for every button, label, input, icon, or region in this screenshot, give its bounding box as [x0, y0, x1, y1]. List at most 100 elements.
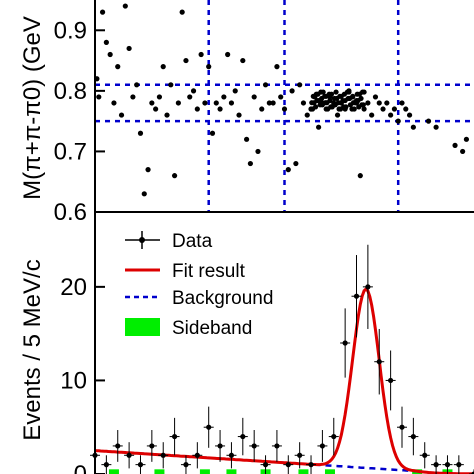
data-point: [285, 462, 291, 468]
scatter-point: [240, 57, 246, 64]
scatter-point: [183, 57, 189, 64]
scatter-point: [281, 106, 288, 112]
scatter-point: [285, 167, 291, 173]
scatter-point: [309, 106, 316, 112]
scatter-point: [194, 106, 200, 112]
scatter-point: [395, 118, 401, 124]
scatter-point: [179, 9, 185, 15]
scatter-point: [316, 97, 322, 104]
data-point: [471, 471, 474, 474]
scatter-point: [232, 88, 238, 94]
scatter-point: [337, 106, 344, 112]
scatter-point: [316, 124, 322, 130]
scatter-point: [190, 88, 197, 94]
scatter-point: [433, 124, 439, 130]
bottom-y-ticks: 0 10 20: [60, 274, 105, 474]
top-y-tick-label: 0.7: [54, 138, 87, 165]
scatter-point: [388, 112, 394, 118]
legend-entry-sideband: Sideband: [125, 318, 252, 339]
scatter-point: [356, 104, 362, 110]
data-point: [206, 424, 212, 430]
scatter-point: [236, 112, 242, 118]
scatter-point: [160, 64, 166, 70]
scatter-point: [168, 82, 174, 88]
scatter-point: [247, 160, 253, 167]
scatter-point: [372, 94, 379, 100]
scatter-point: [187, 94, 193, 100]
scatter-point: [153, 106, 159, 112]
scatter-point: [99, 9, 106, 15]
scatter-point: [338, 93, 344, 99]
data-point: [183, 462, 189, 468]
scatter-point: [333, 89, 339, 95]
scatter-point: [145, 167, 151, 173]
scatter-point: [251, 94, 257, 100]
data-point: [444, 462, 451, 468]
scatter-point: [130, 94, 136, 100]
top-y-tick-label: 0.9: [54, 17, 87, 44]
sideband-bar: [199, 469, 210, 474]
data-point: [274, 443, 280, 449]
legend-entry-background: Background: [125, 288, 273, 309]
data-point: [262, 462, 269, 468]
scatter-point: [399, 100, 405, 106]
scatter-point: [391, 106, 398, 112]
scatter-point: [352, 100, 358, 106]
data-point: [171, 433, 178, 440]
scatter-point: [334, 112, 341, 118]
data-point: [137, 462, 144, 468]
scatter-point: [278, 94, 284, 100]
scatter-point: [262, 82, 269, 88]
legend-label-background: Background: [172, 288, 273, 309]
scatter-point: [360, 102, 366, 108]
top-y-tick-label: 0.8: [54, 78, 87, 105]
scatter-point: [126, 45, 132, 52]
scatter-point: [361, 106, 367, 112]
scatter-point: [225, 51, 231, 58]
scatter-point: [365, 100, 371, 106]
scatter-point: [141, 191, 147, 197]
data-point: [456, 462, 462, 468]
scatter-point: [357, 173, 363, 179]
data-point: [251, 443, 257, 449]
data-point: [376, 359, 382, 365]
data-point: [160, 452, 166, 458]
scatter-point: [149, 100, 155, 106]
scatter-point: [463, 136, 470, 142]
scatter-point: [111, 100, 117, 106]
scatter-point: [103, 39, 109, 46]
data-point: [342, 340, 348, 346]
scatter-point: [175, 100, 181, 106]
scatter-point: [96, 94, 102, 100]
bottom-y-tick-label: 20: [60, 274, 87, 301]
scatter-point: [452, 142, 458, 148]
scatter-point: [259, 106, 265, 112]
bottom-y-tick-label: 0: [74, 461, 87, 474]
scatter-point: [289, 88, 295, 94]
data-point: [433, 462, 439, 468]
data-point: [365, 284, 371, 290]
scatter-point: [164, 112, 170, 118]
sideband-bar: [298, 469, 309, 474]
scatter-point: [354, 91, 360, 97]
sideband-bar: [324, 469, 335, 474]
scatter-point: [376, 100, 382, 106]
scatter-point: [209, 130, 216, 136]
bottom-y-tick-label: 10: [60, 367, 87, 394]
scatter-point: [406, 112, 413, 118]
scatter-point: [228, 100, 235, 106]
data-point: [399, 424, 405, 430]
scatter-point: [266, 100, 272, 106]
scatter-point: [347, 102, 354, 108]
data-point: [353, 293, 360, 299]
fit-result-line: [94, 287, 474, 474]
data-point: [422, 452, 428, 458]
scatter-point: [349, 106, 355, 112]
sideband-bar: [226, 469, 237, 474]
legend-entry-fit: Fit result: [125, 261, 246, 282]
scatter-point: [460, 148, 466, 155]
data-point: [410, 433, 416, 440]
data-point: [388, 377, 394, 384]
